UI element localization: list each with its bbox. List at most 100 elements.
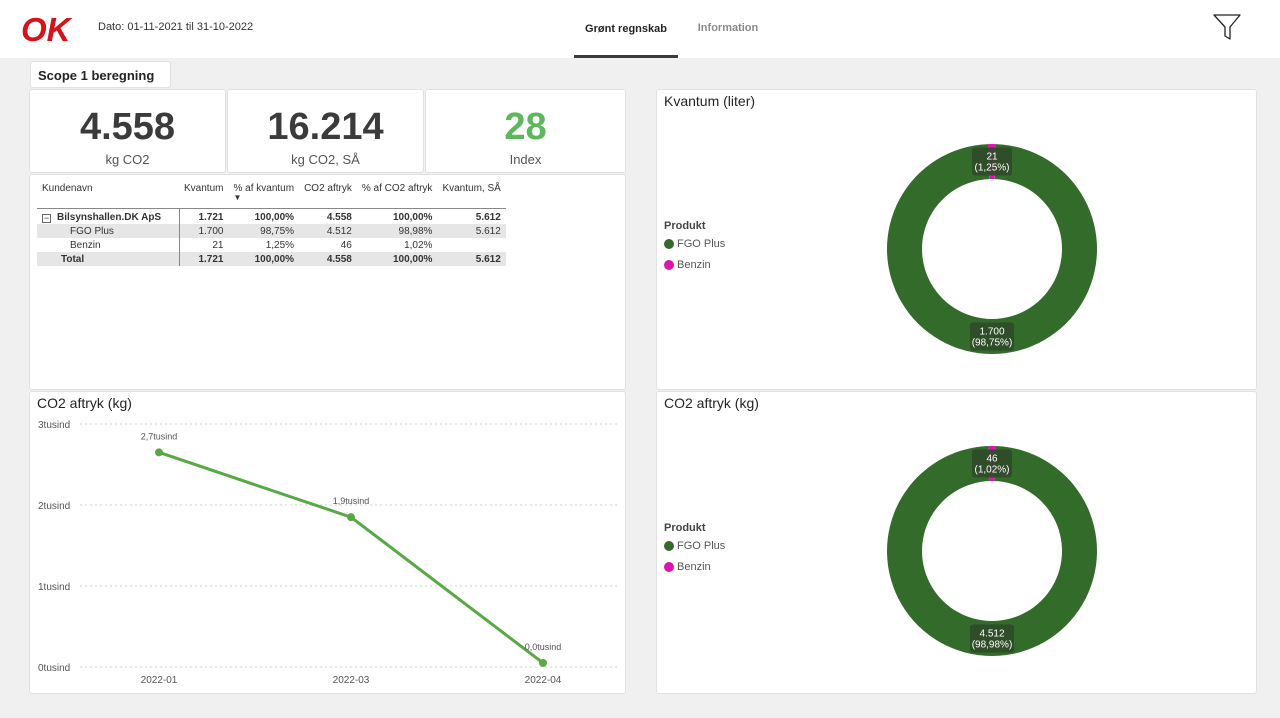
legend-item-fgo-plus[interactable]: FGO Plus: [664, 540, 725, 552]
col-header-pct-kvantum[interactable]: % af kvantum ▼: [228, 180, 300, 209]
legend-label: FGO Plus: [677, 540, 726, 552]
kpi-value: 28: [504, 106, 547, 148]
line-chart-title: CO2 aftryk (kg): [37, 395, 132, 411]
matrix-table: Kundenavn Kvantum % af kvantum ▼ CO2 aftr…: [37, 180, 506, 266]
data-label-bg: [970, 322, 1014, 351]
legend-item-benzin[interactable]: Benzin: [664, 561, 725, 573]
donut-slice-fgo-plus: [887, 446, 1097, 656]
legend-item-fgo-plus[interactable]: FGO Plus: [664, 238, 725, 250]
table-row: FGO Plus 1.700 98,75% 4.512 98,98% 5.612: [37, 224, 506, 238]
collapse-icon[interactable]: −: [42, 213, 51, 223]
kpi-card-index: 28 Index: [425, 89, 626, 173]
y-tick-label: 0tusind: [38, 663, 70, 674]
cell-pct-kvantum: 100,00%: [254, 212, 295, 223]
donut-slice-fgo-plus: [887, 144, 1097, 355]
kpi-label: kg CO2: [105, 152, 150, 167]
donut-co2-chart: 46(1,02%) 4.512(98,98%): [887, 446, 1097, 656]
data-label-value: 21: [986, 152, 998, 163]
kpi-label: kg CO2, SÅ: [291, 152, 360, 167]
table-row-group: − Bilsynshallen.DK ApS 1.721 100,00% 4.55…: [37, 208, 506, 224]
data-label-value: 4.512: [979, 629, 1004, 640]
cell-pct-co2: 100,00%: [356, 252, 438, 266]
logo-text: OK: [21, 12, 73, 46]
data-point: [155, 448, 163, 457]
cell-pct-kvantum: 100,00%: [228, 252, 300, 266]
cell-pct-kvantum: 98,75%: [228, 224, 300, 238]
data-label-value: 46: [986, 454, 998, 465]
legend-label: FGO Plus: [677, 238, 726, 250]
donut-co2-title: CO2 aftryk (kg): [664, 395, 759, 411]
row-name: FGO Plus: [37, 224, 180, 238]
legend-item-benzin[interactable]: Benzin: [664, 259, 725, 271]
matrix-card: Kundenavn Kvantum % af kvantum ▼ CO2 aftr…: [29, 174, 626, 390]
col-header-kvantum[interactable]: Kvantum: [179, 180, 229, 209]
sort-descending-icon: ▼: [233, 193, 242, 202]
col-header-label: % af kvantum: [233, 183, 295, 194]
top-bar: OK Dato: 01-11-2021 til 31-10-2022 Grønt…: [0, 0, 1280, 58]
cell-pct-co2: 98,98%: [356, 224, 438, 238]
row-name: Benzin: [37, 238, 180, 252]
data-label-pct: (98,75%): [972, 338, 1013, 349]
kpi-value: 4.558: [79, 106, 176, 148]
filter-funnel-icon[interactable]: [1212, 12, 1242, 42]
line-chart-card: CO2 aftryk (kg) 0tusind 1tusind 2tusind 3tu…: [29, 391, 626, 694]
legend-label: Benzin: [677, 561, 711, 573]
tab-groent-regnskab[interactable]: Grønt regnskab: [574, 22, 678, 58]
y-tick-label: 2tusind: [38, 501, 70, 512]
data-label-bg: [970, 624, 1014, 653]
scope-title: Scope 1 beregning: [30, 61, 171, 88]
cell-kvantum-saa: 5.612: [437, 224, 506, 238]
col-header-co2-aftryk[interactable]: CO2 aftryk: [299, 180, 357, 209]
data-label-bg: [972, 449, 1012, 478]
x-tick-label: 2022-03: [333, 675, 370, 686]
legend-dot: [664, 541, 674, 551]
data-label-pct: (1,02%): [974, 465, 1009, 476]
donut-kvantum-card: Kvantum (liter) Produkt FGO Plus Benzin …: [656, 89, 1257, 390]
cell-co2: 4.558: [299, 252, 357, 266]
table-row: Benzin 21 1,25% 46 1,02%: [37, 238, 506, 252]
donut-co2-legend: Produkt FGO Plus Benzin: [664, 522, 725, 582]
cell-kvantum: 1.721: [198, 212, 224, 223]
cell-kvantum-saa: [437, 238, 505, 252]
matrix-header-row: Kundenavn Kvantum % af kvantum ▼ CO2 aftr…: [37, 180, 506, 209]
group-name: Bilsynshallen.DK ApS: [57, 212, 162, 223]
tab-information[interactable]: Information: [697, 22, 759, 34]
cell-pct-kvantum: 1,25%: [265, 239, 295, 251]
data-label-pct: (1,25%): [974, 163, 1009, 174]
cell-kvantum-saa: 5.612: [437, 252, 506, 266]
cell-pct-co2: 1,02%: [404, 239, 433, 251]
cell-kvantum: 1.700: [179, 224, 229, 238]
cell-co2: 4.512: [299, 224, 357, 238]
ok-logo: OK: [21, 12, 73, 46]
line-chart: 0tusind 1tusind 2tusind 3tusind 2,7tusind 202…: [38, 420, 620, 686]
table-row-total: Total 1.721 100,00% 4.558 100,00% 5.612: [37, 252, 506, 266]
group-name-cell: − Bilsynshallen.DK ApS: [37, 208, 180, 224]
data-label: 1,9tusind: [333, 496, 370, 506]
donut-kvantum-title: Kvantum (liter): [664, 93, 756, 109]
cell-kvantum: 1.721: [179, 252, 229, 266]
data-label-bg: [972, 147, 1012, 176]
col-header-pct-co2-aftryk[interactable]: % af CO2 aftryk: [356, 180, 438, 209]
total-label: Total: [37, 252, 180, 266]
y-tick-label: 3tusind: [38, 420, 70, 431]
legend-title: Produkt: [664, 522, 706, 534]
kpi-card-kg-co2: 4.558 kg CO2: [29, 89, 226, 173]
data-label: 0,0tusind: [525, 642, 562, 652]
date-range: Dato: 01-11-2021 til 31-10-2022: [98, 21, 254, 33]
donut-kvantum-legend: Produkt FGO Plus Benzin: [664, 220, 725, 280]
kpi-value: 16.214: [267, 106, 384, 148]
data-label-value: 1.700: [979, 327, 1004, 338]
kpi-label: Index: [509, 152, 542, 167]
col-header-kundenavn[interactable]: Kundenavn: [37, 180, 179, 209]
legend-dot: [664, 239, 674, 249]
legend-label: Benzin: [677, 259, 711, 271]
donut-kvantum-chart: 21(1,25%) 1.700(98,75%): [887, 144, 1097, 355]
kpi-card-kg-co2-saa: 16.214 kg CO2, SÅ: [227, 89, 424, 173]
data-point: [539, 658, 547, 667]
legend-title: Produkt: [664, 220, 706, 232]
cell-co2: 4.558: [326, 212, 352, 223]
x-tick-label: 2022-04: [525, 675, 562, 686]
data-point: [347, 513, 355, 522]
col-header-kvantum-saa[interactable]: Kvantum, SÅ: [437, 180, 506, 209]
y-tick-label: 1tusind: [38, 582, 70, 593]
